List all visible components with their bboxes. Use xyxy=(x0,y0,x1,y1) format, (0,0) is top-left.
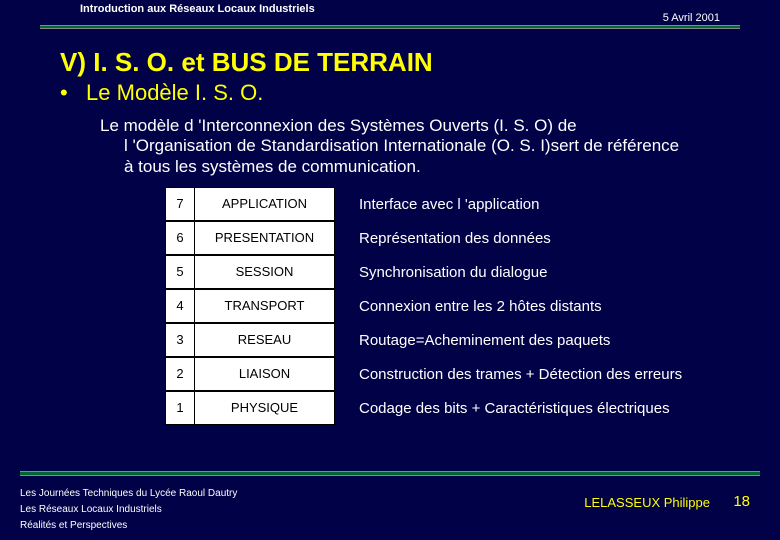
author-name: LELASSEUX Philippe xyxy=(584,495,710,510)
layer-description: Construction des trames + Détection des … xyxy=(335,366,682,383)
section-title: V) I. S. O. et BUS DE TERRAIN xyxy=(60,47,780,78)
divider-bottom xyxy=(20,471,760,476)
layer-number: 3 xyxy=(165,323,195,357)
slide-date: 5 Avril 2001 xyxy=(663,12,720,24)
table-row: 2 LIAISON Construction des trames + Déte… xyxy=(165,357,780,391)
para-line: l 'Organisation de Standardisation Inter… xyxy=(100,136,740,156)
footer-line: Les Journées Techniques du Lycée Raoul D… xyxy=(20,486,237,502)
page-number: 18 xyxy=(733,493,750,510)
table-row: 4 TRANSPORT Connexion entre les 2 hôtes … xyxy=(165,289,780,323)
intro-paragraph: Le modèle d 'Interconnexion des Systèmes… xyxy=(100,116,780,177)
layer-name: RESEAU xyxy=(195,323,335,357)
layer-number: 6 xyxy=(165,221,195,255)
layer-description: Synchronisation du dialogue xyxy=(335,264,547,281)
table-row: 1 PHYSIQUE Codage des bits + Caractérist… xyxy=(165,391,780,425)
layer-description: Routage=Acheminement des paquets xyxy=(335,332,610,349)
subtitle-text: Le Modèle I. S. O. xyxy=(86,80,263,105)
table-row: 3 RESEAU Routage=Acheminement des paquet… xyxy=(165,323,780,357)
para-line: Le modèle d 'Interconnexion des Systèmes… xyxy=(100,116,577,135)
layer-name: LIAISON xyxy=(195,357,335,391)
footer-line: Les Réseaux Locaux Industriels xyxy=(20,502,237,518)
layer-number: 1 xyxy=(165,391,195,425)
layer-description: Interface avec l 'application xyxy=(335,196,539,213)
section-subtitle: • Le Modèle I. S. O. xyxy=(60,80,780,106)
para-line: à tous les systèmes de communication. xyxy=(100,157,740,177)
divider-top xyxy=(40,25,740,29)
layer-name: PRESENTATION xyxy=(195,221,335,255)
layer-description: Connexion entre les 2 hôtes distants xyxy=(335,298,602,315)
layer-number: 5 xyxy=(165,255,195,289)
bullet-icon: • xyxy=(60,80,68,105)
table-row: 6 PRESENTATION Représentation des donnée… xyxy=(165,221,780,255)
layer-name: APPLICATION xyxy=(195,187,335,221)
layer-name: PHYSIQUE xyxy=(195,391,335,425)
layer-name: SESSION xyxy=(195,255,335,289)
layer-number: 7 xyxy=(165,187,195,221)
layer-number: 2 xyxy=(165,357,195,391)
layer-number: 4 xyxy=(165,289,195,323)
table-row: 5 SESSION Synchronisation du dialogue xyxy=(165,255,780,289)
layer-description: Représentation des données xyxy=(335,230,551,247)
layer-description: Codage des bits + Caractéristiques élect… xyxy=(335,400,670,417)
osi-layer-table: 7 APPLICATION Interface avec l 'applicat… xyxy=(165,187,780,425)
table-row: 7 APPLICATION Interface avec l 'applicat… xyxy=(165,187,780,221)
footer-line: Réalités et Perspectives xyxy=(20,518,237,534)
slide-footer: Les Journées Techniques du Lycée Raoul D… xyxy=(20,486,237,534)
layer-name: TRANSPORT xyxy=(195,289,335,323)
